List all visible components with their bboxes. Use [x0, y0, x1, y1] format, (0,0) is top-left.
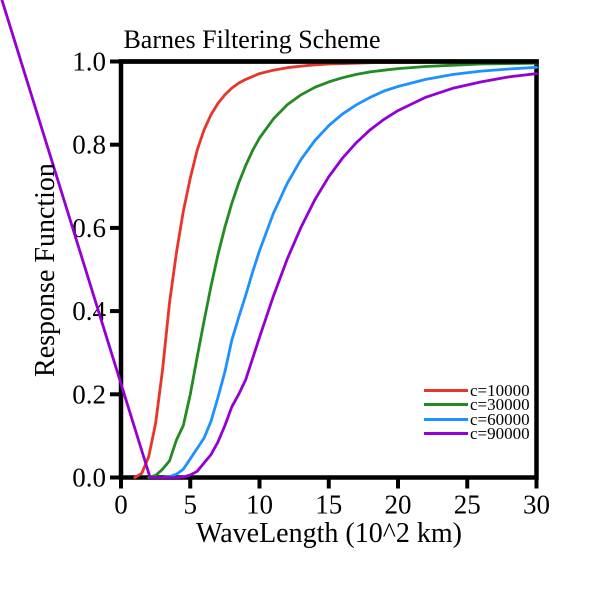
- x-tick-label: 25: [454, 490, 481, 520]
- curve-c=60000: [161, 65, 538, 479]
- legend-line-c90000: [424, 432, 468, 436]
- legend: c=10000 c=30000 c=60000 c=90000: [424, 380, 530, 444]
- legend-row: c=10000: [424, 380, 530, 400]
- curve-c=30000: [147, 61, 538, 479]
- legend-line-c60000: [424, 417, 468, 421]
- x-tick-label: 0: [114, 490, 128, 520]
- curve-c=90000: [0, 0, 538, 479]
- legend-row: c=30000: [424, 395, 530, 415]
- legend-label-c90000: c=90000: [470, 424, 530, 444]
- y-axis-label-text: Response Function: [30, 163, 61, 377]
- x-tick-label: 15: [315, 490, 342, 520]
- x-tick-label: 30: [523, 490, 550, 520]
- y-tick-label: 0.2: [72, 379, 106, 409]
- x-tick-label: 20: [385, 490, 412, 520]
- y-tick-label: 0.6: [72, 213, 106, 243]
- legend-line-c30000: [424, 403, 468, 407]
- x-tick-label: 10: [246, 490, 273, 520]
- legend-label-c10000: c=10000: [470, 380, 530, 400]
- x-axis-label: WaveLength (10^2 km): [196, 518, 462, 549]
- x-tick-label: 5: [184, 490, 198, 520]
- legend-row: c=60000: [424, 409, 530, 429]
- legend-label-c60000: c=60000: [470, 409, 530, 429]
- legend-line-c10000: [424, 388, 468, 392]
- y-tick-label: 0.8: [72, 130, 106, 160]
- legend-row: c=90000: [424, 424, 530, 444]
- chart-title: Barnes Filtering Scheme: [123, 25, 381, 54]
- y-tick-label: 0.0: [72, 463, 106, 493]
- legend-label-c30000: c=30000: [470, 395, 530, 415]
- y-tick-label: 1.0: [72, 47, 106, 77]
